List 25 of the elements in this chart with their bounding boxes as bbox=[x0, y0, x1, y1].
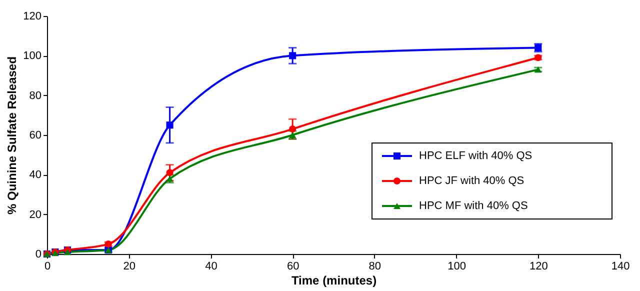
point bbox=[289, 126, 296, 133]
x-tick-label: 120 bbox=[529, 260, 548, 272]
x-tick-label: 0 bbox=[44, 260, 51, 272]
legend-label: HPC MF with 40% QS bbox=[419, 200, 528, 212]
y-tick-label: 120 bbox=[23, 10, 42, 22]
y-tick-label: 60 bbox=[29, 130, 42, 142]
point bbox=[166, 169, 174, 176]
x-tick-label: 20 bbox=[123, 260, 136, 272]
point bbox=[289, 52, 296, 60]
point bbox=[166, 122, 174, 129]
legend-label: HPC JF with 40% QS bbox=[419, 175, 524, 187]
x-tick-label: 140 bbox=[611, 260, 630, 272]
y-tick-label: 0 bbox=[35, 248, 42, 260]
x-tick-label: 80 bbox=[368, 260, 382, 272]
x-tick-label: 100 bbox=[448, 260, 466, 272]
x-axis-title: Time (minutes) bbox=[291, 274, 377, 288]
y-axis-title: % Quinine Sulfate Released bbox=[5, 56, 20, 215]
legend-label: HPC ELF with 40% QS bbox=[419, 150, 532, 162]
point bbox=[166, 176, 174, 182]
y-tick-label: 80 bbox=[29, 90, 42, 102]
x-tick-label: 40 bbox=[205, 260, 218, 272]
y-tick-label: 20 bbox=[29, 208, 42, 221]
x-tick-label: 60 bbox=[286, 260, 300, 272]
y-tick-label: 100 bbox=[23, 50, 42, 62]
y-tick-label: 40 bbox=[29, 169, 42, 182]
